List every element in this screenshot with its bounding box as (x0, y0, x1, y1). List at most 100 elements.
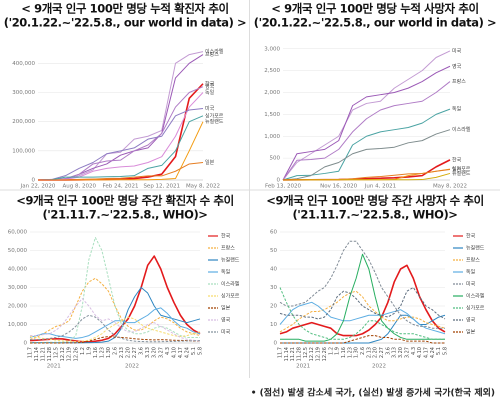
x-tick-label: 1.30 (106, 347, 112, 358)
series-line (37, 108, 204, 181)
x-tick-label: 5.1 (191, 347, 197, 355)
legend-label: 영국 (452, 63, 462, 70)
legend-label: 이스라엘 (221, 281, 240, 288)
legend-label: 한국 (221, 234, 231, 240)
footnote: • (점선) 발생 감소세 국가, (실선) 발생 증가세 국가(한국 제외) (251, 387, 495, 399)
legend-label: 싱가포르 (205, 112, 224, 119)
series-line (279, 287, 446, 320)
series-line (37, 162, 204, 181)
legend-label: 한국 (452, 157, 462, 163)
chart-title: ('21.11.7.~'22.5.8., WHO)> (292, 208, 457, 222)
legend-label: 독일 (205, 89, 215, 96)
y-tick-label: 40,000 (8, 267, 28, 273)
x-tick-label: 11.28 (297, 347, 303, 361)
y-tick-label: 20,000 (8, 304, 28, 310)
y-tick-label: 1,000 (264, 134, 280, 140)
x-tick-label: 3.6 (385, 347, 391, 355)
y-tick-label: 0 (32, 178, 36, 184)
x-tick-label: 5.8 (198, 347, 204, 355)
x-tick-label: 12.5 (54, 347, 60, 358)
series-line (37, 86, 204, 181)
x-tick-label: 3.13 (145, 347, 151, 358)
series-line (29, 307, 201, 339)
x-tick-label: 2.13 (366, 347, 372, 358)
chart-title: ('21.11.7.~'22.5.8., WHO)> (42, 208, 207, 222)
y-tick-label: 400,000 (12, 61, 35, 67)
y-tick-label: 2,000 (264, 90, 280, 96)
legend-label: 독일 (452, 106, 462, 113)
y-tick-label: 0 (24, 341, 28, 347)
legend-label: 싱가포르 (221, 293, 240, 300)
chart-title: ('20.1.22.~'22.5.8., our world in data) … (254, 16, 497, 30)
legend-label: 프랑스 (452, 78, 466, 85)
x-tick-label: 3.27 (158, 347, 164, 358)
legend-label: 영국 (466, 317, 476, 324)
x-tick-label: 11.21 (41, 347, 47, 361)
x-tick-label: 4.17 (423, 347, 429, 358)
series-line (282, 172, 451, 181)
y-tick-label: 500 (270, 156, 281, 162)
y-tick-label: 1,500 (264, 112, 280, 118)
legend-label: 뉴질랜드 (221, 257, 240, 264)
x-tick-label: 3.20 (398, 347, 404, 358)
series-line (282, 81, 451, 181)
legend-label: 한국 (466, 234, 476, 240)
x-tick-label: Aug 8, 2020 (63, 184, 97, 190)
y-tick-label: 3,000 (264, 46, 280, 52)
legend-label: 뉴질랜드 (452, 170, 471, 177)
x-tick-label: Sep 12, 2021 (143, 184, 180, 190)
legend-label: 한국 (205, 81, 215, 87)
series-line (30, 298, 201, 342)
year-label: 2022 (372, 364, 386, 370)
x-tick-label: 1.23 (347, 347, 353, 358)
series-line (280, 253, 445, 342)
series-line (282, 50, 451, 181)
series-line (30, 336, 201, 344)
legend-label: 싱가포르 (466, 305, 485, 312)
x-tick-label: 5.8 (443, 347, 449, 355)
x-tick-label: Feb 13, 2020 (265, 184, 301, 190)
y-tick-label: 30 (270, 285, 277, 291)
chart-title: ('20.1.22.~'22.5.8., our world in data) … (4, 16, 247, 30)
y-tick-label: 60,000 (8, 230, 28, 236)
legend-label: 미국 (205, 105, 215, 112)
x-tick-label: 12.19 (67, 347, 73, 361)
legend-label: 프랑스 (205, 51, 219, 58)
y-tick-label: 30,000 (8, 285, 28, 291)
year-label: 2021 (296, 364, 310, 370)
x-tick-label: 1.9 (86, 347, 92, 355)
x-tick-label: 12.26 (322, 347, 328, 361)
legend-label: 독일 (466, 269, 476, 276)
series-line (282, 129, 451, 181)
legend-label: 독일 (221, 269, 231, 276)
x-tick-label: 4.10 (417, 347, 423, 358)
x-tick-label: May 8, 2022 (433, 184, 467, 190)
y-tick-label: 50 (270, 248, 277, 254)
legend-label: 일본 (205, 159, 215, 166)
legend-label: 영국 (221, 317, 231, 324)
legend-label: 일본 (466, 329, 476, 336)
x-tick-label: 4.24 (430, 347, 436, 358)
x-tick-label: 1.23 (99, 347, 105, 358)
y-tick-label: 2,500 (264, 68, 280, 74)
series-line (279, 287, 445, 340)
x-tick-label: 4.3 (165, 347, 171, 355)
x-tick-label: May 8, 2022 (186, 184, 220, 190)
x-tick-label: Jun 4, 2021 (364, 184, 396, 190)
x-tick-label: 11.21 (290, 347, 296, 361)
legend-label: 일본 (452, 166, 462, 173)
x-tick-label: 4.3 (411, 347, 417, 355)
x-tick-label: 11.28 (47, 347, 53, 361)
legend-label: 프랑스 (221, 245, 235, 252)
x-tick-label: 2.27 (132, 347, 138, 358)
legend-label: 미국 (452, 47, 462, 54)
x-tick-label: 12.26 (73, 347, 79, 361)
y-tick-label: 20 (270, 304, 277, 310)
x-tick-label: 3.6 (139, 347, 145, 355)
y-tick-label: 300,000 (12, 90, 35, 96)
x-tick-label: 4.24 (184, 347, 190, 358)
series-line (279, 264, 446, 337)
series-line (29, 277, 201, 340)
x-tick-label: 3.13 (392, 347, 398, 358)
series-line (29, 255, 201, 343)
